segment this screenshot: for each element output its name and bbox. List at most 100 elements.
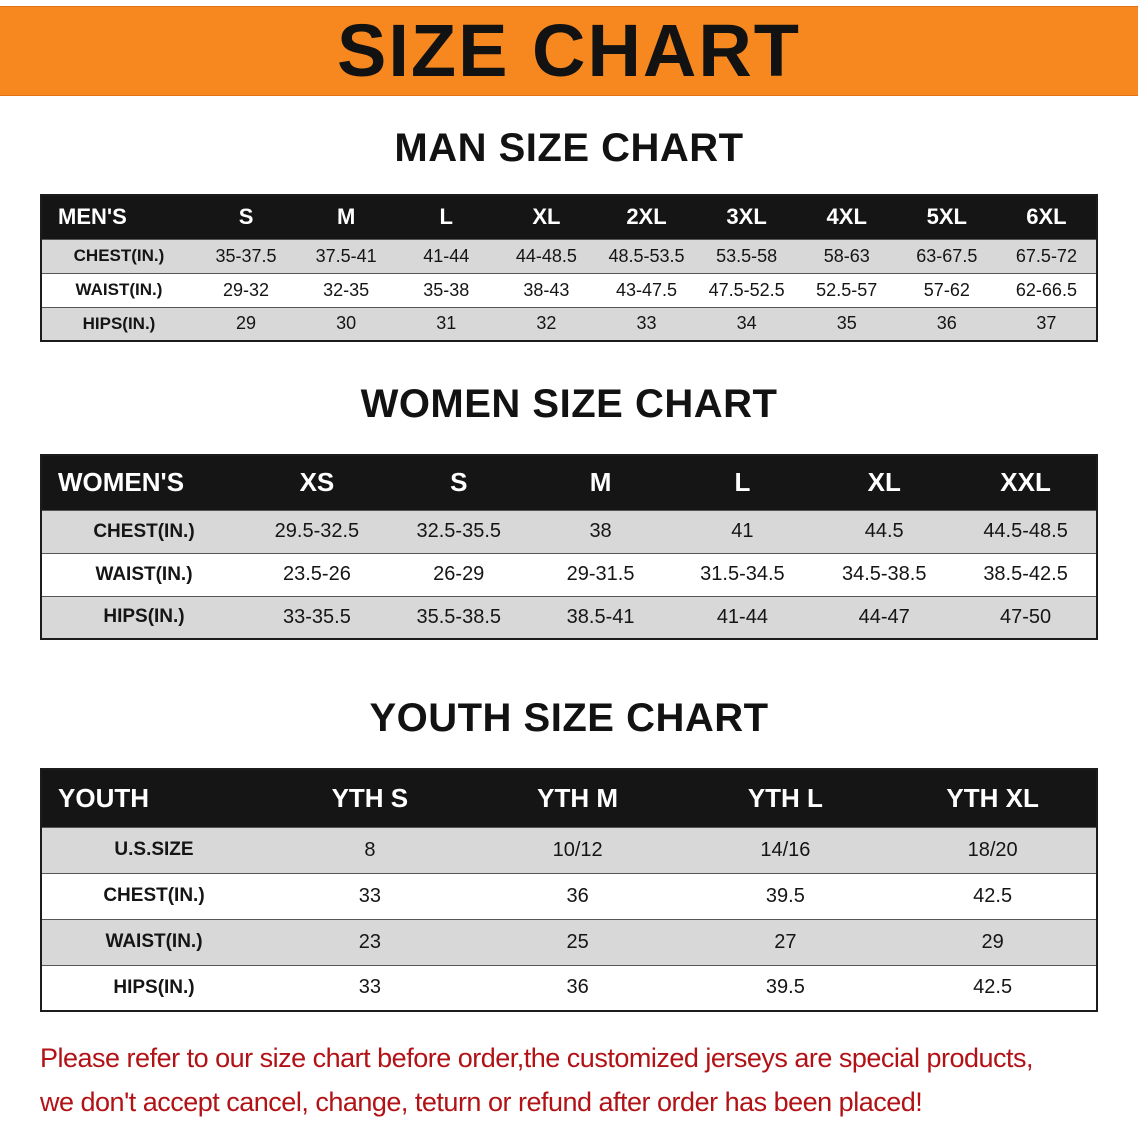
men-size-header-cell: L — [396, 195, 497, 239]
women-size-header-cell: XXL — [955, 455, 1097, 510]
men-header-row: MEN'S S M L XL 2XL 3XL 4XL 5XL 6XL — [41, 195, 1097, 239]
youth-table-row: HIPS(IN.) 33 36 39.5 42.5 — [41, 964, 1097, 1011]
youth-section-heading: YOUTH SIZE CHART — [369, 696, 769, 740]
women-table-row: WAIST(IN.) 23.5-26 26-29 29-31.5 31.5-34.5 34… — [41, 552, 1097, 596]
men-size-header-cell: 5XL — [896, 195, 997, 239]
row-label: U.S.SIZE — [41, 826, 266, 873]
value-cell: 44.5-48.5 — [955, 509, 1097, 553]
value-cell: 32.5-35.5 — [387, 509, 530, 553]
value-cell: 44-48.5 — [496, 238, 597, 273]
men-size-header-cell: M — [296, 195, 397, 239]
value-cell: 36 — [473, 964, 682, 1011]
value-cell: 35-38 — [396, 272, 497, 307]
value-cell: 42.5 — [889, 964, 1097, 1011]
value-cell: 47-50 — [955, 595, 1097, 639]
men-section-heading: MAN SIZE CHART — [394, 126, 744, 170]
row-label: CHEST(IN.) — [41, 509, 246, 553]
value-cell: 31.5-34.5 — [671, 552, 814, 596]
value-cell: 38.5-42.5 — [955, 552, 1097, 596]
value-cell: 33 — [266, 872, 474, 919]
value-cell: 57-62 — [896, 272, 997, 307]
value-cell: 36 — [896, 306, 997, 341]
charts-container: MAN SIZE CHART MEN'S S M L XL 2XL 3XL 4XL 5XL 6XL C… — [0, 96, 1138, 1012]
value-cell: 34.5-38.5 — [813, 552, 956, 596]
women-size-header-cell: XS — [246, 455, 388, 510]
value-cell: 63-67.5 — [896, 238, 997, 273]
row-label: CHEST(IN.) — [41, 872, 266, 919]
men-size-header-cell: 3XL — [696, 195, 797, 239]
value-cell: 67.5-72 — [996, 238, 1097, 273]
value-cell: 62-66.5 — [996, 272, 1097, 307]
row-label: WAIST(IN.) — [41, 272, 196, 307]
value-cell: 52.5-57 — [796, 272, 897, 307]
banner: SIZE CHART — [0, 6, 1138, 96]
value-cell: 10/12 — [473, 826, 682, 873]
men-section: MAN SIZE CHART MEN'S S M L XL 2XL 3XL 4XL 5XL 6XL C… — [0, 96, 1138, 342]
men-table-row: WAIST(IN.) 29-32 32-35 35-38 38-43 43-47.5 47.… — [41, 272, 1097, 307]
value-cell: 14/16 — [681, 826, 890, 873]
women-section-heading: WOMEN SIZE CHART — [360, 382, 778, 426]
value-cell: 38 — [529, 509, 672, 553]
value-cell: 34 — [696, 306, 797, 341]
value-cell: 8 — [266, 826, 474, 873]
value-cell: 32-35 — [296, 272, 397, 307]
value-cell: 29-31.5 — [529, 552, 672, 596]
youth-section: YOUTH SIZE CHART YOUTH YTH S YTH M YTH L YTH … — [0, 640, 1138, 1012]
row-label: HIPS(IN.) — [41, 595, 246, 639]
youth-table-row: U.S.SIZE 8 10/12 14/16 18/20 — [41, 826, 1097, 873]
value-cell: 29 — [889, 918, 1097, 965]
footer-line-1: Please refer to our size chart before or… — [40, 1043, 1034, 1073]
value-cell: 48.5-53.5 — [596, 238, 697, 273]
value-cell: 30 — [296, 306, 397, 341]
women-corner-label: WOMEN'S — [41, 455, 246, 510]
youth-size-table: YOUTH YTH S YTH M YTH L YTH XL U.S.SIZE 8 10/12… — [40, 768, 1098, 1012]
value-cell: 39.5 — [681, 964, 890, 1011]
value-cell: 33 — [596, 306, 697, 341]
youth-table-row: CHEST(IN.) 33 36 39.5 42.5 — [41, 872, 1097, 919]
value-cell: 31 — [396, 306, 497, 341]
value-cell: 29.5-32.5 — [246, 509, 388, 553]
value-cell: 47.5-52.5 — [696, 272, 797, 307]
size-chart-page: SIZE CHART MAN SIZE CHART MEN'S S M L XL 2XL 3X… — [0, 6, 1138, 1138]
value-cell: 53.5-58 — [696, 238, 797, 273]
page-title: SIZE CHART — [337, 9, 801, 92]
value-cell: 42.5 — [889, 872, 1097, 919]
women-table-row: CHEST(IN.) 29.5-32.5 32.5-35.5 38 41 44.5 44.5… — [41, 509, 1097, 553]
value-cell: 35.5-38.5 — [387, 595, 530, 639]
women-size-header-cell: S — [387, 455, 530, 510]
women-size-header-cell: XL — [813, 455, 956, 510]
women-header-row: WOMEN'S XS S M L XL XXL — [41, 455, 1097, 510]
men-size-table: MEN'S S M L XL 2XL 3XL 4XL 5XL 6XL CHEST(IN.) 35-37… — [40, 194, 1098, 342]
value-cell: 43-47.5 — [596, 272, 697, 307]
women-size-header-cell: L — [671, 455, 814, 510]
men-size-header-cell: S — [196, 195, 297, 239]
women-section: WOMEN SIZE CHART WOMEN'S XS S M L XL XXL CHEST(I… — [0, 342, 1138, 640]
value-cell: 44.5 — [813, 509, 956, 553]
value-cell: 25 — [473, 918, 682, 965]
youth-size-header-cell: YTH L — [681, 769, 890, 827]
youth-size-header-cell: YTH S — [266, 769, 474, 827]
value-cell: 32 — [496, 306, 597, 341]
value-cell: 37.5-41 — [296, 238, 397, 273]
women-table-row: HIPS(IN.) 33-35.5 35.5-38.5 38.5-41 41-44 44-… — [41, 595, 1097, 639]
youth-size-header-cell: YTH XL — [889, 769, 1097, 827]
men-size-header-cell: 6XL — [996, 195, 1097, 239]
men-table-row: HIPS(IN.) 29 30 31 32 33 34 35 36 37 — [41, 306, 1097, 341]
value-cell: 58-63 — [796, 238, 897, 273]
women-size-table: WOMEN'S XS S M L XL XXL CHEST(IN.) 29.5-32.5 32.5… — [40, 454, 1098, 640]
value-cell: 29 — [196, 306, 297, 341]
value-cell: 26-29 — [387, 552, 530, 596]
value-cell: 38.5-41 — [529, 595, 672, 639]
men-size-header-cell: 4XL — [796, 195, 897, 239]
value-cell: 41-44 — [396, 238, 497, 273]
value-cell: 35 — [796, 306, 897, 341]
value-cell: 39.5 — [681, 872, 890, 919]
value-cell: 36 — [473, 872, 682, 919]
youth-table-row: WAIST(IN.) 23 25 27 29 — [41, 918, 1097, 965]
value-cell: 18/20 — [889, 826, 1097, 873]
value-cell: 35-37.5 — [196, 238, 297, 273]
men-size-header-cell: 2XL — [596, 195, 697, 239]
women-size-header-cell: M — [529, 455, 672, 510]
footer-disclaimer: Please refer to our size chart before or… — [40, 1036, 1138, 1124]
men-table-row: CHEST(IN.) 35-37.5 37.5-41 41-44 44-48.5 48.5… — [41, 238, 1097, 273]
